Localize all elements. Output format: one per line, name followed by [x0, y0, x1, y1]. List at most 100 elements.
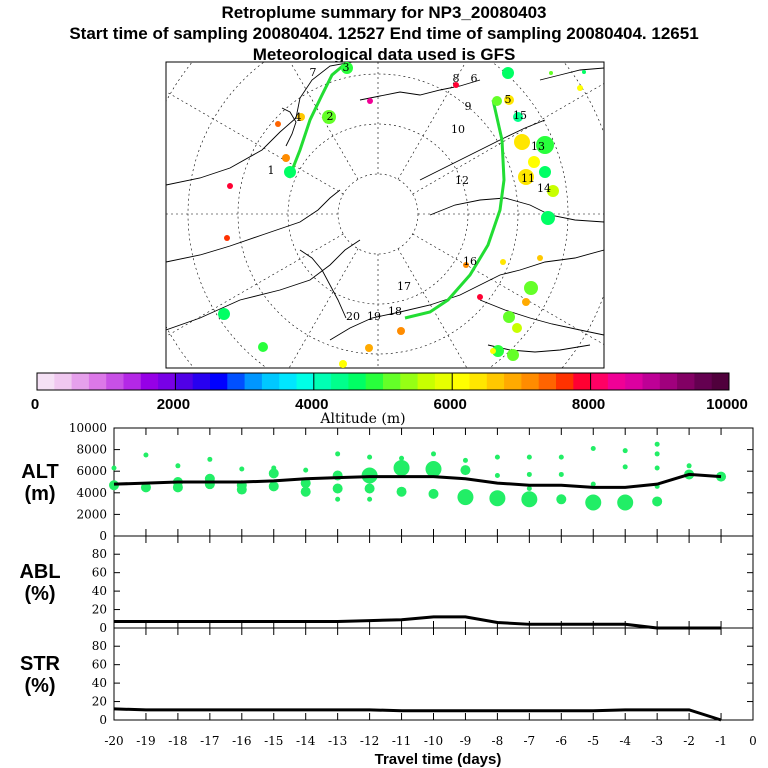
x-tick-label: 0 [749, 734, 757, 748]
y-tick-label: 40 [92, 584, 107, 598]
altitude-cluster-point [425, 461, 442, 478]
coastline [359, 79, 481, 101]
colorbar-segment [175, 373, 194, 390]
colorbar-segment [348, 373, 367, 390]
altitude-cluster-point [590, 446, 596, 452]
altitude-cluster-point [335, 451, 341, 457]
y-tick-label: 0 [99, 713, 107, 727]
meridian-line [412, 233, 604, 345]
x-tick-label: -9 [460, 734, 472, 748]
plume-cluster [297, 113, 305, 121]
plume-cluster [341, 62, 353, 74]
altitude-cluster-point [428, 488, 439, 499]
plume-cluster [500, 259, 506, 265]
colorbar-segment [538, 373, 557, 390]
plume-cluster [549, 71, 553, 75]
plume-cluster [463, 262, 469, 268]
plume-cluster [227, 183, 233, 189]
coastline [329, 249, 604, 341]
plume-cluster [524, 281, 538, 295]
colorbar-tick-label: 10000 [706, 396, 748, 413]
x-axis-label: Travel time (days) [375, 751, 502, 768]
x-tick-label: -8 [492, 734, 504, 748]
y-tick-label: 10000 [69, 421, 107, 435]
abl-line [114, 615, 722, 630]
altitude-cluster-point [558, 454, 564, 460]
alt-line [113, 472, 722, 489]
panel-alt: 0 2000 4000 6000 8000 10000 ALT(m) [21, 421, 754, 543]
altitude-cluster-point [268, 468, 279, 479]
coastline [166, 189, 341, 263]
chart-title: Retroplume summary for NP3_20080403 [221, 3, 547, 22]
altitude-cluster-point [332, 483, 343, 494]
coastline [281, 107, 297, 147]
panel-frame [113, 535, 754, 629]
altitude-cluster-point [521, 491, 538, 508]
meridian-line [412, 83, 604, 195]
coastline [539, 67, 604, 81]
colorbar-segment [123, 373, 142, 390]
track-day-label: 7 [310, 66, 317, 79]
altitude-cluster-point [300, 486, 311, 497]
plume-cluster [577, 85, 583, 91]
altitude-cluster-point [590, 481, 596, 487]
y-axis-label-unit: (%) [24, 675, 55, 697]
y-tick-label: 20 [92, 695, 107, 709]
map-frame [165, 61, 605, 369]
altitude-cluster-point [393, 459, 410, 476]
coastline [166, 62, 353, 186]
colorbar-segment [677, 373, 695, 390]
track-day-label: 18 [388, 305, 402, 318]
altitude-cluster-point [526, 471, 532, 477]
altitude-cluster-point [271, 465, 277, 471]
track-day-label: 16 [463, 255, 477, 268]
y-axis-label: STR [20, 653, 61, 675]
y-tick-label: 6000 [76, 464, 107, 478]
altitude-cluster-point [207, 456, 213, 462]
x-tick-label: -12 [360, 734, 379, 748]
colorbar-axis-label: Altitude (m) [319, 411, 405, 427]
altitude-cluster-point [686, 463, 692, 469]
x-tick-label: -2 [683, 734, 695, 748]
altitude-cluster-point [460, 465, 471, 476]
plume-cluster [492, 96, 502, 106]
colorbar-segment [486, 373, 505, 390]
altitude-cluster-point [239, 466, 245, 472]
colorbar-segment [313, 373, 332, 390]
colorbar-segment [158, 373, 176, 390]
x-tick-label: -3 [651, 734, 663, 748]
altitude-cluster-point [396, 486, 407, 497]
plume-cluster [507, 349, 519, 361]
colorbar-segment [642, 373, 661, 390]
colorbar-tick-label: 0 [31, 396, 39, 413]
altitude-cluster-point [526, 485, 532, 491]
colorbar-segment [573, 373, 592, 390]
altitude-cluster-point [335, 496, 341, 502]
track-day-label: 10 [451, 123, 465, 136]
y-tick-label: 8000 [76, 443, 107, 457]
colorbar-segment [711, 373, 730, 390]
plume-cluster [218, 308, 230, 320]
altitude-cluster-point [494, 473, 500, 479]
colorbar-segment [106, 373, 124, 390]
altitude-cluster-point [489, 490, 506, 507]
track-day-label: 6 [471, 72, 478, 85]
track-day-label: 1 [268, 164, 275, 177]
colorbar-segment [227, 373, 246, 390]
track-day-label: 11 [521, 172, 535, 185]
colorbar-tick-label: 4000 [295, 396, 328, 413]
colorbar-segment [590, 373, 609, 390]
colorbar-tick-label: 6000 [434, 396, 467, 413]
plume-cluster [537, 255, 543, 261]
altitude-cluster-point [585, 494, 602, 511]
colorbar-segment [659, 373, 678, 390]
y-tick-label: 0 [99, 621, 107, 635]
altitude-cluster-point [111, 465, 117, 471]
plume-cluster [275, 121, 281, 127]
altitude-cluster-point [399, 455, 405, 461]
x-tick-label: -11 [392, 734, 411, 748]
x-tick-label: -1 [715, 734, 727, 748]
